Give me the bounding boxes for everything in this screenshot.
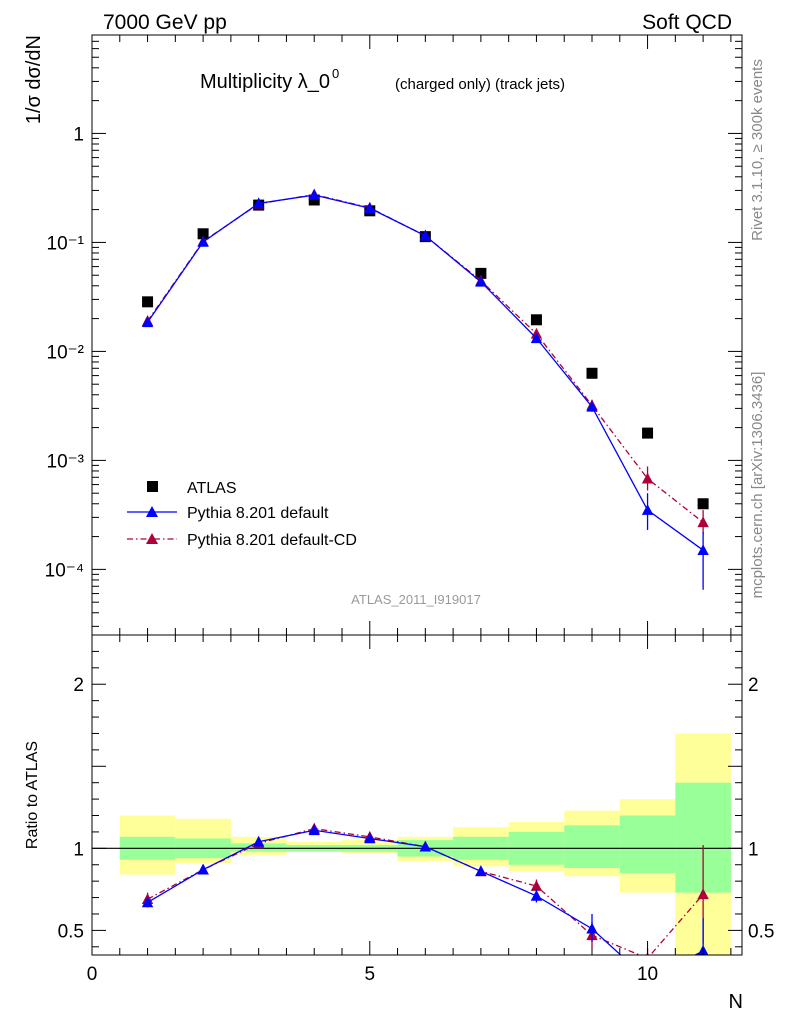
ratio-y-tick-label-right: 1 xyxy=(748,839,759,860)
pythia-cd-line xyxy=(147,193,704,523)
atlas-data-point xyxy=(142,296,154,308)
ratio-y-tick-label-right: 2 xyxy=(748,675,759,696)
x-tick-label: 5 xyxy=(364,964,375,985)
ratio-y-axis-label: Ratio to ATLAS xyxy=(24,741,41,849)
main-plot-area xyxy=(141,188,709,590)
ratio-axis-ticks xyxy=(91,635,742,955)
atlas-data-point xyxy=(197,228,209,240)
ratio-pythia-default-marker xyxy=(419,840,432,852)
legend-pythia-default-label: Pythia 8.201 default xyxy=(187,505,329,522)
analysis-id-label: ATLAS_2011_I919017 xyxy=(351,592,481,607)
x-axis-label: N xyxy=(729,991,743,1013)
header-category-label: Soft QCD xyxy=(642,11,732,34)
atlas-data-point xyxy=(697,498,709,510)
main-y-axis-label: 1/σ dσ/dN xyxy=(23,35,45,124)
ratio-y-tick-label-left: 2 xyxy=(73,675,84,696)
atlas-data-point xyxy=(530,314,542,326)
legend-atlas-marker xyxy=(147,481,158,492)
header-energy-label: 7000 GeV pp xyxy=(103,11,227,34)
ratio-tick-labels: 0.5 0.5 1 1 2 2 0 5 10 xyxy=(58,675,775,985)
atlas-data-point xyxy=(642,427,654,439)
ratio-frame xyxy=(91,634,743,956)
atlas-data-point xyxy=(475,267,487,279)
ratio-plot-area xyxy=(92,733,742,955)
main-axis-ticks xyxy=(91,34,742,635)
pythia-default-marker xyxy=(475,275,487,287)
ratio-pythia-default-marker xyxy=(252,835,265,847)
ratio-pythia-cd-line xyxy=(147,827,704,955)
pythia-default-marker xyxy=(364,202,376,214)
pythia-default-marker xyxy=(641,504,654,515)
x-tick-label: 10 xyxy=(637,964,658,985)
ratio-pythia-default-marker xyxy=(141,896,154,908)
main-panel: 10⁻⁴ 10⁻³ 10⁻² 10⁻¹ 1 Multiplicity λ_0 0 (ch… xyxy=(23,34,743,636)
ratio-panel: 0.5 0.5 1 1 2 2 0 5 10 Ratio to ATLAS N xyxy=(24,634,775,1013)
pythia-default-marker xyxy=(530,332,543,344)
ratio-pythia-cd-marker xyxy=(697,888,709,900)
pythia-default-marker xyxy=(308,189,320,200)
ratio-stat-band xyxy=(619,815,676,873)
ratio-pythia-default-marker xyxy=(586,922,598,934)
rivet-version-label: Rivet 3.1.10, ≥ 300k events xyxy=(749,59,766,241)
main-title-superscript: 0 xyxy=(332,66,339,81)
ratio-pythia-default-marker xyxy=(475,865,487,877)
pythia-default-marker xyxy=(252,197,265,209)
main-y-tick-label: 10⁻⁴ xyxy=(45,560,84,581)
x-tick-label: 0 xyxy=(87,964,98,985)
pythia-default-marker xyxy=(697,544,709,555)
atlas-data-point xyxy=(308,194,320,206)
pythia-default-marker xyxy=(586,400,598,412)
legend-item-pythia-cd: Pythia 8.201 default-CD xyxy=(127,532,357,549)
ratio-pythia-default-marker xyxy=(197,863,209,875)
ratio-y-tick-label-left: 1 xyxy=(73,839,84,860)
ratio-pythia-default-marker xyxy=(308,824,320,836)
main-y-tick-label: 10⁻¹ xyxy=(47,233,85,254)
ratio-pythia-cd-marker xyxy=(530,880,543,891)
ratio-pythia-default-marker xyxy=(530,889,543,901)
ratio-pythia-default-marker xyxy=(364,832,376,844)
main-title-suffix: (charged only) (track jets) xyxy=(395,76,565,93)
ratio-stat-band xyxy=(564,825,620,869)
main-title: Multiplicity λ_0 0 (charged only) (track… xyxy=(200,66,565,93)
mcplots-label: mcplots.cern.ch [arXiv:1306.3436] xyxy=(749,372,766,599)
ratio-y-tick-label-left: 0.5 xyxy=(58,921,84,942)
main-y-tick-labels: 10⁻⁴ 10⁻³ 10⁻² 10⁻¹ 1 xyxy=(45,124,84,581)
legend: ATLAS Pythia 8.201 default Pythia 8.201 … xyxy=(127,480,357,549)
main-y-tick-label: 1 xyxy=(73,124,84,145)
pythia-default-marker xyxy=(141,316,154,328)
main-y-tick-label: 10⁻² xyxy=(47,342,85,363)
main-y-tick-label: 10⁻³ xyxy=(47,451,85,472)
legend-item-atlas: ATLAS xyxy=(147,480,237,497)
atlas-data-point xyxy=(586,367,598,379)
legend-atlas-label: ATLAS xyxy=(187,480,237,497)
pythia-default-marker xyxy=(419,229,432,241)
pythia-default-marker xyxy=(197,235,209,247)
ratio-y-tick-label-right: 0.5 xyxy=(748,921,774,942)
legend-pythia-default-marker xyxy=(146,506,158,517)
main-title-text: Multiplicity λ_0 xyxy=(200,71,330,93)
legend-pythia-cd-label: Pythia 8.201 default-CD xyxy=(187,532,357,549)
pythia-cd-marker xyxy=(697,516,709,528)
legend-pythia-cd-marker xyxy=(146,533,158,544)
pythia-cd-marker xyxy=(641,472,654,484)
legend-item-pythia-default: Pythia 8.201 default xyxy=(127,505,329,522)
